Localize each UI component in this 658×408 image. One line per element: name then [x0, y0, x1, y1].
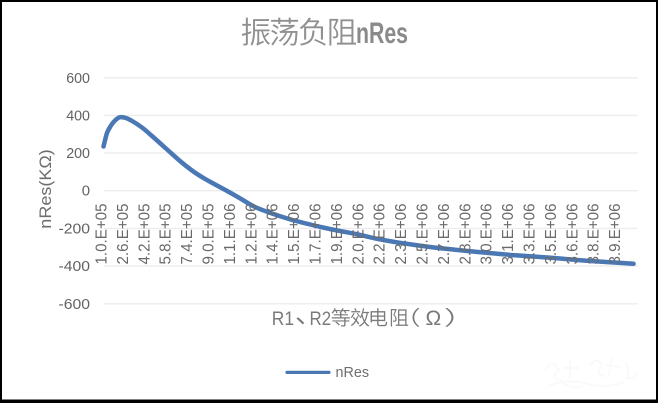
svg-text:2.0.E+06: 2.0.E+06: [350, 204, 367, 265]
svg-text:3.9.E+06: 3.9.E+06: [607, 204, 624, 265]
svg-text:2.6.E+05: 2.6.E+05: [115, 204, 132, 265]
svg-text:1.9.E+06: 1.9.E+06: [329, 204, 346, 265]
svg-text:1.0.E+05: 1.0.E+05: [94, 204, 111, 265]
svg-text:3.5.E+06: 3.5.E+06: [543, 204, 560, 265]
svg-text:Ω: Ω: [426, 307, 442, 330]
svg-text:1.7.E+06: 1.7.E+06: [308, 204, 325, 265]
svg-text:2.2.E+06: 2.2.E+06: [372, 204, 389, 265]
svg-text:3.3.E+06: 3.3.E+06: [522, 204, 539, 265]
svg-text:7.4.E+05: 7.4.E+05: [179, 204, 196, 265]
svg-text:0: 0: [82, 183, 90, 200]
svg-text:-600: -600: [59, 296, 91, 313]
svg-text:400: 400: [66, 107, 90, 124]
svg-text:nRes(KΩ): nRes(KΩ): [36, 149, 55, 229]
svg-text:-400: -400: [59, 258, 91, 275]
svg-text:1.2.E+06: 1.2.E+06: [243, 204, 260, 265]
svg-text:nRes: nRes: [336, 365, 370, 381]
svg-text:-200: -200: [59, 220, 91, 237]
svg-text:1.1.E+06: 1.1.E+06: [222, 204, 239, 265]
svg-text:2.3.E+06: 2.3.E+06: [393, 204, 410, 265]
svg-text:600: 600: [66, 70, 90, 87]
svg-text:R1: R1: [272, 309, 294, 330]
svg-text:5.8.E+05: 5.8.E+05: [158, 204, 175, 265]
svg-text:9.0.E+05: 9.0.E+05: [201, 204, 218, 265]
svg-text:2.5.E+06: 2.5.E+06: [415, 204, 432, 265]
svg-text:1.4.E+06: 1.4.E+06: [265, 204, 282, 265]
svg-text:3.6.E+06: 3.6.E+06: [564, 204, 581, 265]
svg-text:R2: R2: [310, 309, 332, 330]
svg-text:4.2.E+05: 4.2.E+05: [136, 204, 153, 265]
svg-text:2.8.E+06: 2.8.E+06: [457, 204, 474, 265]
svg-text:200: 200: [66, 145, 90, 162]
svg-text:2.7.E+06: 2.7.E+06: [436, 204, 453, 265]
svg-text:nRes: nRes: [356, 17, 408, 50]
svg-text:3.0.E+06: 3.0.E+06: [479, 204, 496, 265]
svg-text:1.5.E+06: 1.5.E+06: [286, 204, 303, 265]
svg-text:3.1.E+06: 3.1.E+06: [500, 204, 517, 265]
svg-text:3.8.E+06: 3.8.E+06: [586, 204, 603, 265]
